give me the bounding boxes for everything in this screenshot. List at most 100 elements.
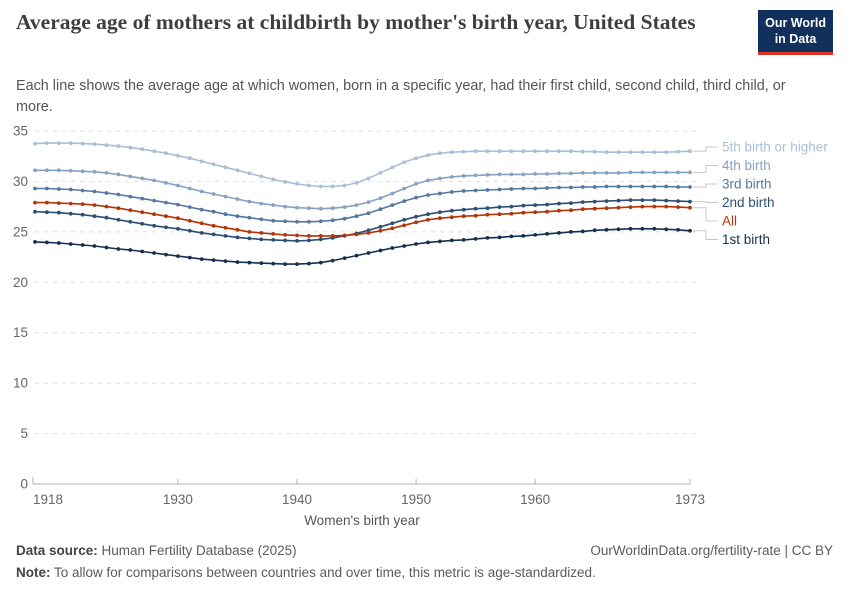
- data-point: [33, 200, 37, 205]
- data-point: [68, 168, 73, 173]
- y-tick-label: 30: [13, 174, 28, 189]
- data-point: [56, 168, 61, 173]
- owid-logo-line2: in Data: [774, 31, 817, 46]
- data-point: [402, 217, 407, 222]
- data-point: [414, 156, 418, 161]
- data-point: [628, 205, 633, 209]
- data-point: [652, 198, 657, 202]
- data-point: [247, 230, 252, 234]
- data-point: [652, 170, 657, 175]
- data-point: [461, 207, 466, 212]
- legend-label-5th-birth-or-higher[interactable]: 5th birth or higher: [722, 140, 828, 155]
- x-tick-label: 1930: [163, 492, 193, 507]
- data-point: [473, 173, 478, 178]
- data-point: [545, 232, 549, 236]
- data-point: [592, 199, 597, 204]
- data-point: [80, 202, 85, 206]
- data-point: [461, 238, 466, 242]
- data-point: [247, 215, 252, 220]
- owid-logo[interactable]: Our World in Data: [758, 10, 833, 56]
- data-point: [92, 142, 97, 146]
- data-point: [128, 194, 133, 199]
- data-point: [390, 226, 395, 231]
- data-point: [509, 211, 514, 216]
- data-point: [318, 219, 323, 224]
- chart-area: 0 5 10 15 20 25 30 35 1918 1930 1940 1950 1960 1973 …: [0, 120, 850, 535]
- data-point: [247, 199, 252, 204]
- data-point: [318, 206, 323, 211]
- data-point: [140, 196, 145, 201]
- legend-connector: [693, 165, 718, 173]
- data-point: [330, 234, 335, 238]
- data-point: [521, 172, 526, 177]
- data-point: [342, 183, 347, 188]
- legend-label-all[interactable]: All: [722, 214, 737, 229]
- series-line-4th-birth[interactable]: [35, 169, 690, 210]
- data-point: [116, 192, 121, 197]
- data-point: [211, 223, 216, 228]
- series-line-2nd-birth[interactable]: [34, 199, 691, 242]
- data-point: [664, 227, 669, 232]
- data-point: [259, 231, 264, 235]
- data-point: [33, 168, 37, 173]
- owid-logo-line1: Our World: [765, 16, 826, 30]
- y-tick-label: 35: [13, 124, 28, 139]
- data-point: [569, 201, 573, 205]
- data-point: [461, 214, 466, 219]
- series-line-5th-birth-or-higher[interactable]: [34, 142, 691, 188]
- data-point: [592, 149, 597, 154]
- note: Note: To allow for comparisons between c…: [16, 565, 596, 580]
- chart-url-link[interactable]: OurWorldinData.org/fertility-rate | CC B…: [590, 543, 833, 558]
- data-point: [414, 220, 418, 225]
- legend-label-3rd-birth[interactable]: 3rd birth: [722, 177, 772, 192]
- series-line-3rd-birth[interactable]: [35, 185, 690, 223]
- y-tick-label: 25: [13, 224, 28, 239]
- data-point: [366, 211, 371, 216]
- y-tick-label: 5: [20, 426, 28, 441]
- data-point: [176, 226, 180, 231]
- data-point: [223, 165, 228, 170]
- data-point: [235, 214, 240, 219]
- data-point: [271, 232, 276, 236]
- data-point: [449, 190, 454, 194]
- data-point: [128, 174, 133, 179]
- data-point: [402, 223, 407, 228]
- data-point: [569, 149, 573, 154]
- data-point: [580, 185, 585, 189]
- data-point: [664, 184, 669, 189]
- legend-label-1st-birth[interactable]: 1st birth: [722, 232, 770, 247]
- data-point: [461, 149, 466, 154]
- series-line-1st-birth[interactable]: [34, 228, 691, 265]
- data-point: [259, 261, 264, 265]
- data-point: [33, 141, 37, 146]
- data-point: [354, 232, 359, 237]
- data-point: [580, 229, 585, 234]
- data-point: [33, 186, 37, 191]
- data-point: [449, 215, 454, 220]
- legend-label-2nd-birth[interactable]: 2nd birth: [722, 195, 775, 210]
- data-point: [580, 149, 585, 154]
- data-point: [45, 186, 49, 191]
- data-point: [271, 177, 276, 182]
- series-line-all[interactable]: [35, 201, 691, 237]
- data-point: [473, 206, 478, 211]
- data-point: [557, 208, 561, 213]
- data-point: [545, 186, 549, 190]
- data-point: [271, 261, 276, 266]
- data-point: [402, 244, 407, 248]
- data-point: [271, 218, 276, 223]
- data-point: [223, 212, 228, 217]
- data-point: [557, 149, 561, 154]
- data-point: [354, 253, 359, 258]
- data-point: [509, 172, 514, 177]
- data-point: [461, 189, 466, 193]
- chart-footer: Data source: Human Fertility Database (2…: [16, 543, 833, 587]
- data-point: [426, 240, 430, 245]
- data-point: [176, 216, 180, 221]
- legend-label-4th-birth[interactable]: 4th birth: [722, 158, 771, 173]
- data-point: [366, 176, 371, 181]
- data-point: [307, 219, 311, 224]
- data-point: [473, 213, 478, 218]
